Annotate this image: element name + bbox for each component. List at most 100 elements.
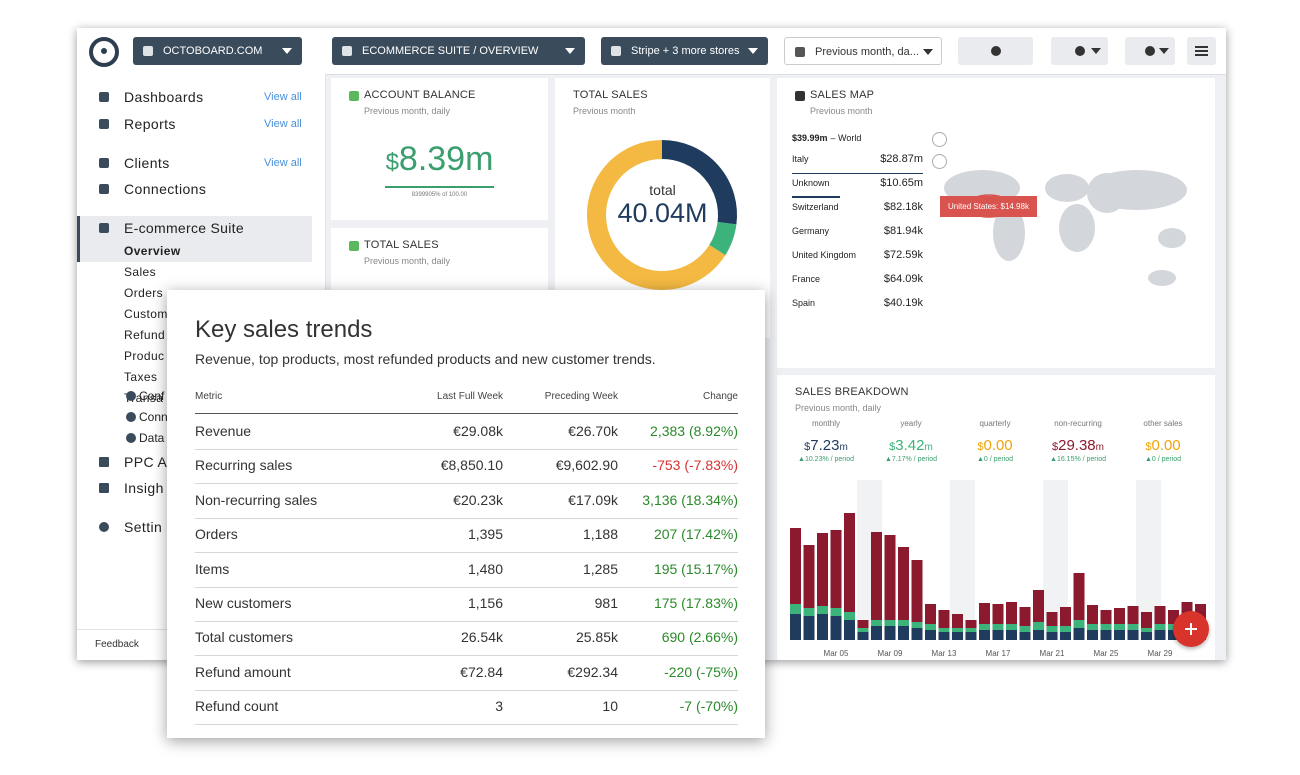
metric-value: $0.00 <box>1118 437 1208 455</box>
bar-segment <box>857 620 869 628</box>
bar-segment <box>844 620 855 640</box>
bar-segment <box>1033 590 1044 622</box>
bar-segment <box>790 528 801 604</box>
header-rule <box>195 413 738 414</box>
icon <box>990 46 1001 56</box>
caret-icon <box>1091 48 1101 54</box>
metric-label: yearly <box>900 419 922 428</box>
sidebar-item[interactable]: Conn <box>139 410 168 424</box>
row-rule <box>195 655 738 657</box>
zoom-out-button[interactable] <box>932 154 947 169</box>
metric-label: quarterly <box>979 419 1011 428</box>
metric-cell: 25.85k <box>575 629 618 646</box>
sidebar-item[interactable]: Custom <box>124 307 168 321</box>
balance-note: 8399905% of 100.00 <box>411 192 468 198</box>
bar-segment <box>871 620 882 626</box>
map-region <box>1148 270 1176 286</box>
bar-segment <box>979 624 990 630</box>
sidebar-item[interactable]: Orders <box>124 286 164 300</box>
sidebar-item[interactable]: View all <box>264 91 302 103</box>
column-header: Change <box>702 391 738 402</box>
sidebar-item[interactable]: Conf <box>139 389 165 403</box>
metric-name: New customers <box>195 595 292 611</box>
country-value: $40.19k <box>883 297 923 309</box>
sidebar-item[interactable]: Clients <box>124 155 170 171</box>
sidebar-item[interactable]: Taxes <box>124 370 158 384</box>
sidebar-item[interactable]: PPC A <box>124 454 168 470</box>
bar-segment <box>844 513 855 612</box>
add-button[interactable] <box>1173 611 1209 647</box>
metric-cell: €29.08k <box>453 423 503 439</box>
metric-number: 3.42 <box>895 437 925 454</box>
metric-cell: 690 (2.66%) <box>661 629 738 646</box>
icon <box>795 47 805 57</box>
menu-button[interactable] <box>1187 37 1216 65</box>
org-dropdown[interactable]: OCTOBOARD.COM <box>133 37 302 65</box>
row-rule <box>195 517 738 519</box>
row-rule <box>195 724 738 726</box>
bar-segment <box>1100 610 1112 624</box>
bar-segment <box>790 614 801 640</box>
bar-segment <box>1114 624 1125 630</box>
bar-segment <box>1141 632 1152 640</box>
bar-segment <box>1060 626 1071 632</box>
bar-segment <box>992 630 1004 640</box>
widget-subtitle: Previous month <box>810 106 873 116</box>
sidebar-item[interactable]: Data <box>139 431 165 445</box>
column-header: Metric <box>195 391 223 402</box>
icon <box>126 391 136 401</box>
metric-label: other sales <box>1143 419 1183 428</box>
icon <box>126 433 136 443</box>
metric-cell: €26.70k <box>568 423 618 439</box>
world-value: $39.99m <box>792 133 828 143</box>
metric-label: non-recurring <box>1054 419 1102 428</box>
bar-segment <box>898 547 909 620</box>
bar-segment <box>925 624 936 630</box>
sidebar-item[interactable]: Reports <box>124 116 176 132</box>
bar-segment <box>1127 606 1139 624</box>
sidebar-item[interactable]: View all <box>264 118 302 130</box>
x-tick-label: Mar 25 <box>1094 649 1119 658</box>
metric-value: $0.00 <box>950 437 1040 455</box>
sidebar-item[interactable]: Feedback <box>95 639 139 650</box>
widget-title: SALES MAP <box>810 89 875 101</box>
sidebar-item[interactable]: Dashboards <box>124 89 204 105</box>
x-tick-label: Mar 17 <box>986 649 1011 658</box>
sidebar-item[interactable]: Overview <box>124 244 181 258</box>
sidebar-item[interactable]: Refund <box>124 328 166 342</box>
map-tooltip: United States: $14.98k <box>940 196 1037 217</box>
donut-segment <box>587 140 726 290</box>
country-name: Unknown <box>792 178 830 188</box>
metric-label: monthly <box>811 419 840 428</box>
bar-segment <box>803 545 815 608</box>
icon <box>611 46 621 56</box>
logo <box>89 37 119 67</box>
connect-button[interactable] <box>958 37 1033 65</box>
bar-segment <box>1073 620 1085 628</box>
icon <box>1145 46 1155 56</box>
share-button[interactable] <box>1125 37 1175 65</box>
theme-button[interactable] <box>1051 37 1108 65</box>
sales-breakdown-widget: SALES BREAKDOWN Previous month, daily mont… <box>777 375 1215 660</box>
sidebar-item[interactable]: E-commerce Suite <box>124 220 244 236</box>
stores-dropdown[interactable]: Stripe + 3 more stores <box>601 37 768 65</box>
menu-line <box>1195 54 1208 56</box>
period-dropdown[interactable]: Previous month, da... <box>784 37 942 65</box>
dashboard-dropdown[interactable]: ECOMMERCE SUITE / OVERVIEW <box>332 37 585 65</box>
country-name: Switzerland <box>792 202 839 212</box>
sidebar-item[interactable]: View all <box>264 157 302 169</box>
caret-icon <box>1159 48 1169 54</box>
sidebar-item[interactable]: Connections <box>124 181 207 197</box>
sidebar-item[interactable]: Settin <box>124 519 163 535</box>
sidebar-item[interactable]: Produc <box>124 349 165 363</box>
row-rule <box>195 689 738 691</box>
sidebar-item[interactable]: Insigh <box>124 480 164 496</box>
metric-cell: -7 (-70%) <box>679 698 738 715</box>
row-rule <box>195 586 738 588</box>
zoom-in-button[interactable] <box>932 132 947 147</box>
bar-segment <box>1114 608 1125 624</box>
sidebar-item[interactable]: Sales <box>124 265 157 279</box>
progress-line <box>385 186 494 188</box>
bar-segment <box>1006 630 1017 640</box>
icon <box>795 91 805 101</box>
